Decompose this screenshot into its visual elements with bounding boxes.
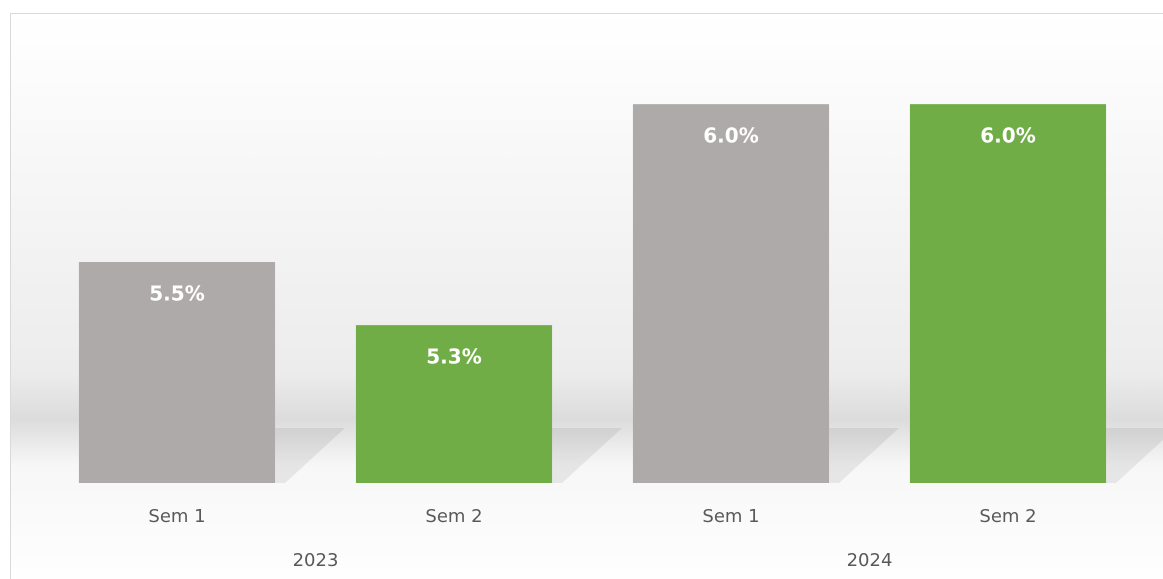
- bar: [78, 262, 276, 483]
- data-label: 5.3%: [426, 345, 481, 369]
- bar: [909, 104, 1107, 484]
- data-label: 6.0%: [703, 124, 758, 148]
- bar-shadow: [1106, 428, 1163, 483]
- data-label: 6.0%: [980, 124, 1035, 148]
- x-tick-label: Sem 2: [979, 506, 1036, 527]
- bar: [355, 325, 553, 483]
- bar-shadow: [552, 428, 623, 483]
- x-tick-label: Sem 1: [148, 506, 205, 527]
- data-label: 5.5%: [149, 282, 204, 306]
- x-tick-label: Sem 1: [702, 506, 759, 527]
- x-tick-label: Sem 2: [425, 506, 482, 527]
- bar: [632, 104, 830, 484]
- bar-shadow: [275, 428, 346, 483]
- bar-shadow: [829, 428, 900, 483]
- group-label: 2024: [847, 550, 893, 571]
- group-label: 2023: [293, 550, 339, 571]
